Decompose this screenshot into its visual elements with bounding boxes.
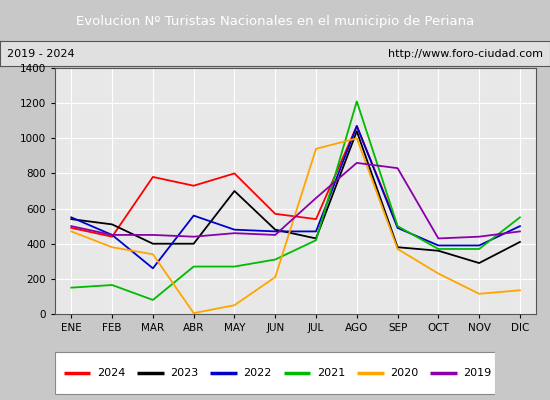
2020 — [109, 245, 116, 250]
Line: 2024: 2024 — [72, 126, 398, 237]
2021 — [272, 257, 278, 262]
2019 — [190, 234, 197, 239]
Text: 2019: 2019 — [464, 368, 492, 378]
2020 — [190, 311, 197, 316]
FancyBboxPatch shape — [56, 352, 494, 394]
2020 — [516, 288, 523, 293]
Text: 2020: 2020 — [390, 368, 419, 378]
Text: http://www.foro-ciudad.com: http://www.foro-ciudad.com — [388, 49, 543, 59]
Text: 2021: 2021 — [317, 368, 345, 378]
2023 — [476, 261, 482, 266]
Line: 2022: 2022 — [72, 126, 520, 268]
2024 — [150, 174, 156, 179]
2022 — [394, 226, 401, 230]
2020 — [272, 275, 278, 280]
2024 — [272, 212, 278, 216]
2019 — [394, 166, 401, 170]
2022 — [516, 224, 523, 228]
2024 — [354, 124, 360, 128]
2020 — [354, 136, 360, 141]
2022 — [109, 232, 116, 237]
2020 — [394, 246, 401, 251]
2019 — [476, 234, 482, 239]
2021 — [516, 215, 523, 220]
2021 — [68, 285, 75, 290]
Text: Evolucion Nº Turistas Nacionales en el municipio de Periana: Evolucion Nº Turistas Nacionales en el m… — [76, 14, 474, 28]
2023 — [150, 241, 156, 246]
2023 — [190, 241, 197, 246]
2023 — [109, 222, 116, 227]
Line: 2023: 2023 — [72, 131, 520, 263]
2022 — [476, 243, 482, 248]
2021 — [476, 246, 482, 251]
2024 — [394, 224, 401, 228]
2023 — [231, 189, 238, 194]
2024 — [313, 217, 320, 222]
2024 — [190, 183, 197, 188]
2021 — [109, 283, 116, 288]
2020 — [68, 229, 75, 234]
2019 — [68, 224, 75, 228]
2024 — [231, 171, 238, 176]
2023 — [68, 217, 75, 222]
Text: 2024: 2024 — [97, 368, 125, 378]
2023 — [313, 236, 320, 241]
2019 — [150, 232, 156, 237]
2021 — [435, 246, 442, 251]
2020 — [313, 146, 320, 151]
2024 — [68, 226, 75, 230]
2020 — [231, 303, 238, 308]
2021 — [231, 264, 238, 269]
2021 — [190, 264, 197, 269]
Text: 2019 - 2024: 2019 - 2024 — [7, 49, 74, 59]
2021 — [394, 224, 401, 228]
2023 — [516, 240, 523, 244]
2022 — [150, 266, 156, 271]
Line: 2021: 2021 — [72, 101, 520, 300]
2019 — [109, 232, 116, 237]
2021 — [354, 99, 360, 104]
2022 — [231, 227, 238, 232]
2020 — [150, 252, 156, 257]
2019 — [231, 231, 238, 236]
2019 — [516, 229, 523, 234]
2020 — [435, 271, 442, 276]
2022 — [354, 124, 360, 128]
Text: 2023: 2023 — [170, 368, 199, 378]
2023 — [435, 248, 442, 253]
2021 — [150, 298, 156, 302]
2021 — [313, 238, 320, 242]
2019 — [313, 196, 320, 200]
2022 — [190, 213, 197, 218]
2022 — [68, 215, 75, 220]
2020 — [476, 291, 482, 296]
2023 — [354, 129, 360, 134]
2024 — [109, 234, 116, 239]
2019 — [272, 232, 278, 237]
Line: 2019: 2019 — [72, 163, 520, 238]
2019 — [354, 160, 360, 165]
2023 — [394, 245, 401, 250]
Line: 2020: 2020 — [72, 138, 520, 313]
2022 — [313, 229, 320, 234]
2023 — [272, 227, 278, 232]
2022 — [435, 243, 442, 248]
Text: 2022: 2022 — [244, 368, 272, 378]
2022 — [272, 229, 278, 234]
2019 — [435, 236, 442, 241]
